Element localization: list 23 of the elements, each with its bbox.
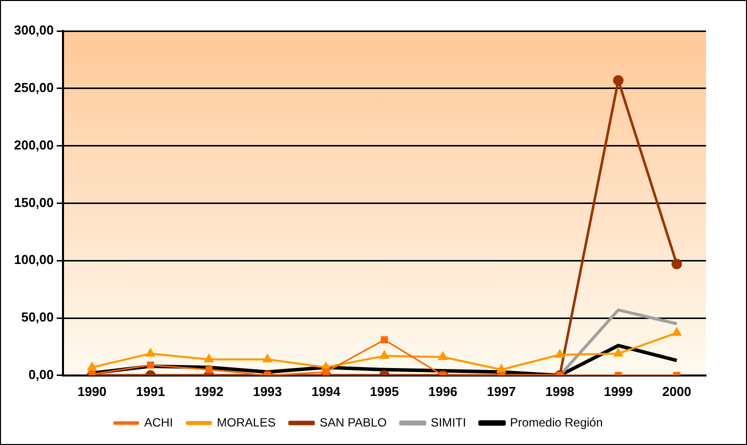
legend-label: SIMITI [430, 415, 466, 430]
y-tick-label: 150,00 [14, 194, 54, 210]
x-tick-label: 1995 [370, 384, 399, 399]
legend-label: Promedio Región [510, 415, 603, 430]
y-tick-label: 100,00 [14, 252, 54, 268]
x-tick-label: 1990 [78, 384, 106, 399]
x-tick-label: 1993 [252, 384, 282, 399]
x-tick-label: 1991 [136, 384, 165, 399]
y-tick-label: 50,00 [21, 310, 54, 325]
y-tick-label: 250,00 [14, 80, 54, 95]
legend-label: MORALES [216, 415, 276, 430]
y-tick-label: 200,00 [14, 137, 54, 152]
x-tick-label: 1999 [604, 384, 633, 399]
x-tick-label: 1996 [428, 384, 458, 399]
x-tick-label: 1997 [486, 384, 516, 399]
x-tick-label: 2000 [662, 384, 692, 399]
y-tick-label: 300,00 [14, 22, 54, 38]
legend-label: SAN PABLO [320, 415, 387, 430]
legend-label: ACHI [144, 415, 173, 430]
y-tick-label: 0,00 [28, 366, 54, 382]
x-tick-label: 1994 [311, 384, 342, 399]
x-tick-label: 1992 [194, 384, 224, 399]
x-tick-label: 1998 [545, 384, 574, 399]
